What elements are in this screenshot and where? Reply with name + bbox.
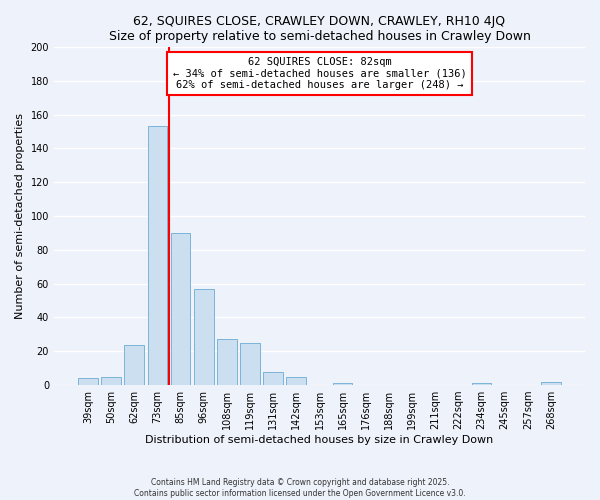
Text: Contains HM Land Registry data © Crown copyright and database right 2025.
Contai: Contains HM Land Registry data © Crown c… [134, 478, 466, 498]
Bar [194, 288, 214, 385]
Y-axis label: Number of semi-detached properties: Number of semi-detached properties [15, 113, 25, 319]
Bar [333, 384, 352, 385]
Text: 62 SQUIRES CLOSE: 82sqm
← 34% of semi-detached houses are smaller (136)
62% of s: 62 SQUIRES CLOSE: 82sqm ← 34% of semi-de… [173, 57, 466, 90]
Bar [541, 382, 561, 385]
Bar [240, 343, 260, 385]
Bar [472, 384, 491, 385]
Bar [286, 376, 306, 385]
Bar [124, 344, 144, 385]
Bar [148, 126, 167, 385]
Bar [170, 233, 190, 385]
Bar [78, 378, 98, 385]
Title: 62, SQUIRES CLOSE, CRAWLEY DOWN, CRAWLEY, RH10 4JQ
Size of property relative to : 62, SQUIRES CLOSE, CRAWLEY DOWN, CRAWLEY… [109, 15, 530, 43]
Bar [217, 340, 236, 385]
Bar [101, 376, 121, 385]
Bar [263, 372, 283, 385]
X-axis label: Distribution of semi-detached houses by size in Crawley Down: Distribution of semi-detached houses by … [145, 435, 494, 445]
